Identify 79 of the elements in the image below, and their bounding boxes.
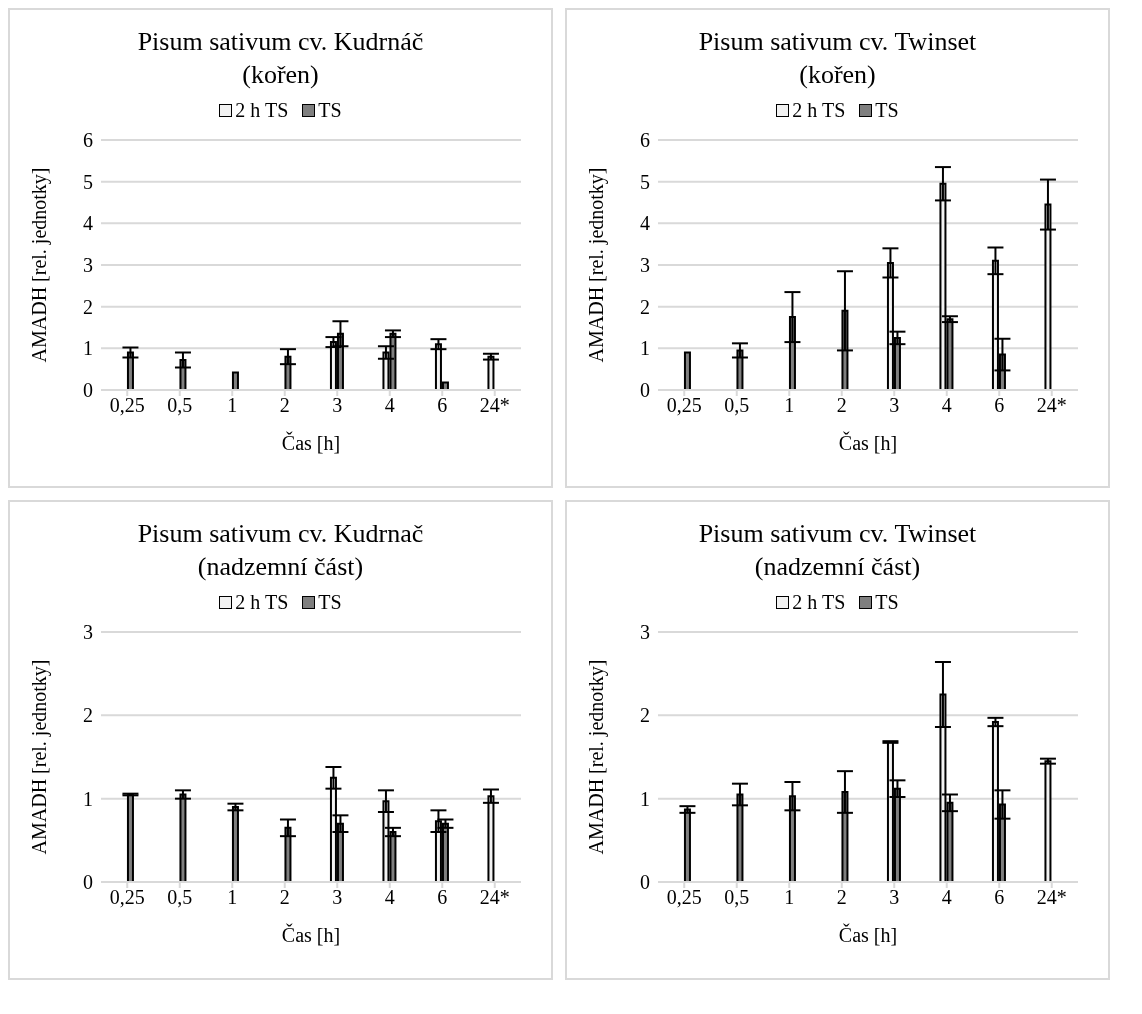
x-tick-label: 1: [783, 394, 794, 417]
y-tick-label: 6: [82, 129, 93, 152]
legend-label: 2 h TS: [234, 99, 289, 122]
x-tick-label: 4: [941, 394, 952, 417]
x-tick-label: 6: [993, 394, 1004, 417]
x-tick-label: 4: [384, 886, 395, 909]
x-axis-title: Čas [h]: [838, 923, 897, 946]
x-tick-label: 1: [783, 886, 794, 909]
x-tick-label: 6: [436, 394, 447, 417]
x-tick-label: 0,25: [109, 886, 145, 909]
chart-title: Pisum sativum cv. Twinset (nadzemní část): [698, 518, 977, 583]
x-axis-title: Čas [h]: [281, 923, 340, 946]
y-tick-label: 0: [639, 379, 650, 402]
y-tick-label: 5: [82, 170, 93, 193]
x-tick-label: 0,25: [109, 394, 145, 417]
y-tick-label: 3: [639, 254, 650, 277]
x-axis-title: Čas [h]: [281, 431, 340, 454]
y-tick-label: 1: [82, 787, 93, 810]
y-tick-label: 6: [639, 129, 650, 152]
x-tick-label: 0,25: [666, 394, 702, 417]
y-tick-label: 0: [82, 871, 93, 894]
x-tick-label: 0,5: [166, 394, 192, 417]
y-tick-label: 2: [639, 295, 650, 318]
x-tick-label: 6: [436, 886, 447, 909]
x-tick-label: 2: [279, 394, 290, 417]
y-tick-label: 1: [639, 337, 650, 360]
y-tick-label: 3: [82, 254, 93, 277]
y-tick-label: 1: [82, 337, 93, 360]
y-tick-label: 2: [82, 295, 93, 318]
y-tick-label: 4: [82, 212, 93, 235]
x-tick-label: 4: [941, 886, 952, 909]
legend-label: 2 h TS: [791, 99, 846, 122]
legend-label: TS: [874, 99, 899, 122]
x-tick-label: 0,5: [723, 886, 749, 909]
x-tick-label: 3: [888, 886, 899, 909]
x-tick-label: 2: [279, 886, 290, 909]
x-tick-label: 3: [331, 394, 342, 417]
y-axis-title: AMADH [rel. jednotky]: [584, 659, 608, 855]
x-tick-label: 0,5: [166, 886, 192, 909]
y-tick-label: 3: [82, 621, 93, 644]
x-tick-label: 1: [226, 886, 237, 909]
x-tick-label: 2: [836, 886, 847, 909]
legend-label: 2 h TS: [234, 591, 289, 614]
y-tick-label: 3: [639, 621, 650, 644]
y-tick-label: 2: [639, 704, 650, 727]
x-tick-label: 3: [888, 394, 899, 417]
x-tick-label: 6: [993, 886, 1004, 909]
x-tick-label: 24*: [479, 886, 510, 909]
y-tick-label: 5: [639, 170, 650, 193]
x-axis-title: Čas [h]: [838, 431, 897, 454]
y-tick-label: 1: [639, 787, 650, 810]
bar: [683, 351, 691, 390]
legend-label: 2 h TS: [791, 591, 846, 614]
y-tick-label: 0: [82, 379, 93, 402]
legend-label: TS: [317, 99, 342, 122]
chart-title: Pisum sativum cv. Kudrnáč (kořen): [137, 26, 424, 91]
x-tick-label: 24*: [1036, 394, 1067, 417]
x-tick-label: 3: [331, 886, 342, 909]
y-tick-label: 2: [82, 704, 93, 727]
y-tick-label: 4: [639, 212, 650, 235]
chart-title: Pisum sativum cv. Twinset (kořen): [698, 26, 977, 91]
bar: [683, 808, 691, 882]
x-tick-label: 2: [836, 394, 847, 417]
chart-title: Pisum sativum cv. Kudrnač (nadzemní část): [137, 518, 424, 583]
x-tick-label: 24*: [1036, 886, 1067, 909]
x-tick-label: 0,25: [666, 886, 702, 909]
y-axis-title: AMADH [rel. jednotky]: [27, 167, 51, 363]
bar: [126, 793, 134, 882]
y-axis-title: AMADH [rel. jednotky]: [27, 659, 51, 855]
x-tick-label: 24*: [479, 394, 510, 417]
legend-label: TS: [874, 591, 899, 614]
x-tick-label: 0,5: [723, 394, 749, 417]
x-tick-label: 4: [384, 394, 395, 417]
x-tick-label: 1: [226, 394, 237, 417]
legend-label: TS: [317, 591, 342, 614]
bar: [231, 371, 239, 390]
bar: [231, 806, 239, 882]
y-axis-title: AMADH [rel. jednotky]: [584, 167, 608, 363]
y-tick-label: 0: [639, 871, 650, 894]
